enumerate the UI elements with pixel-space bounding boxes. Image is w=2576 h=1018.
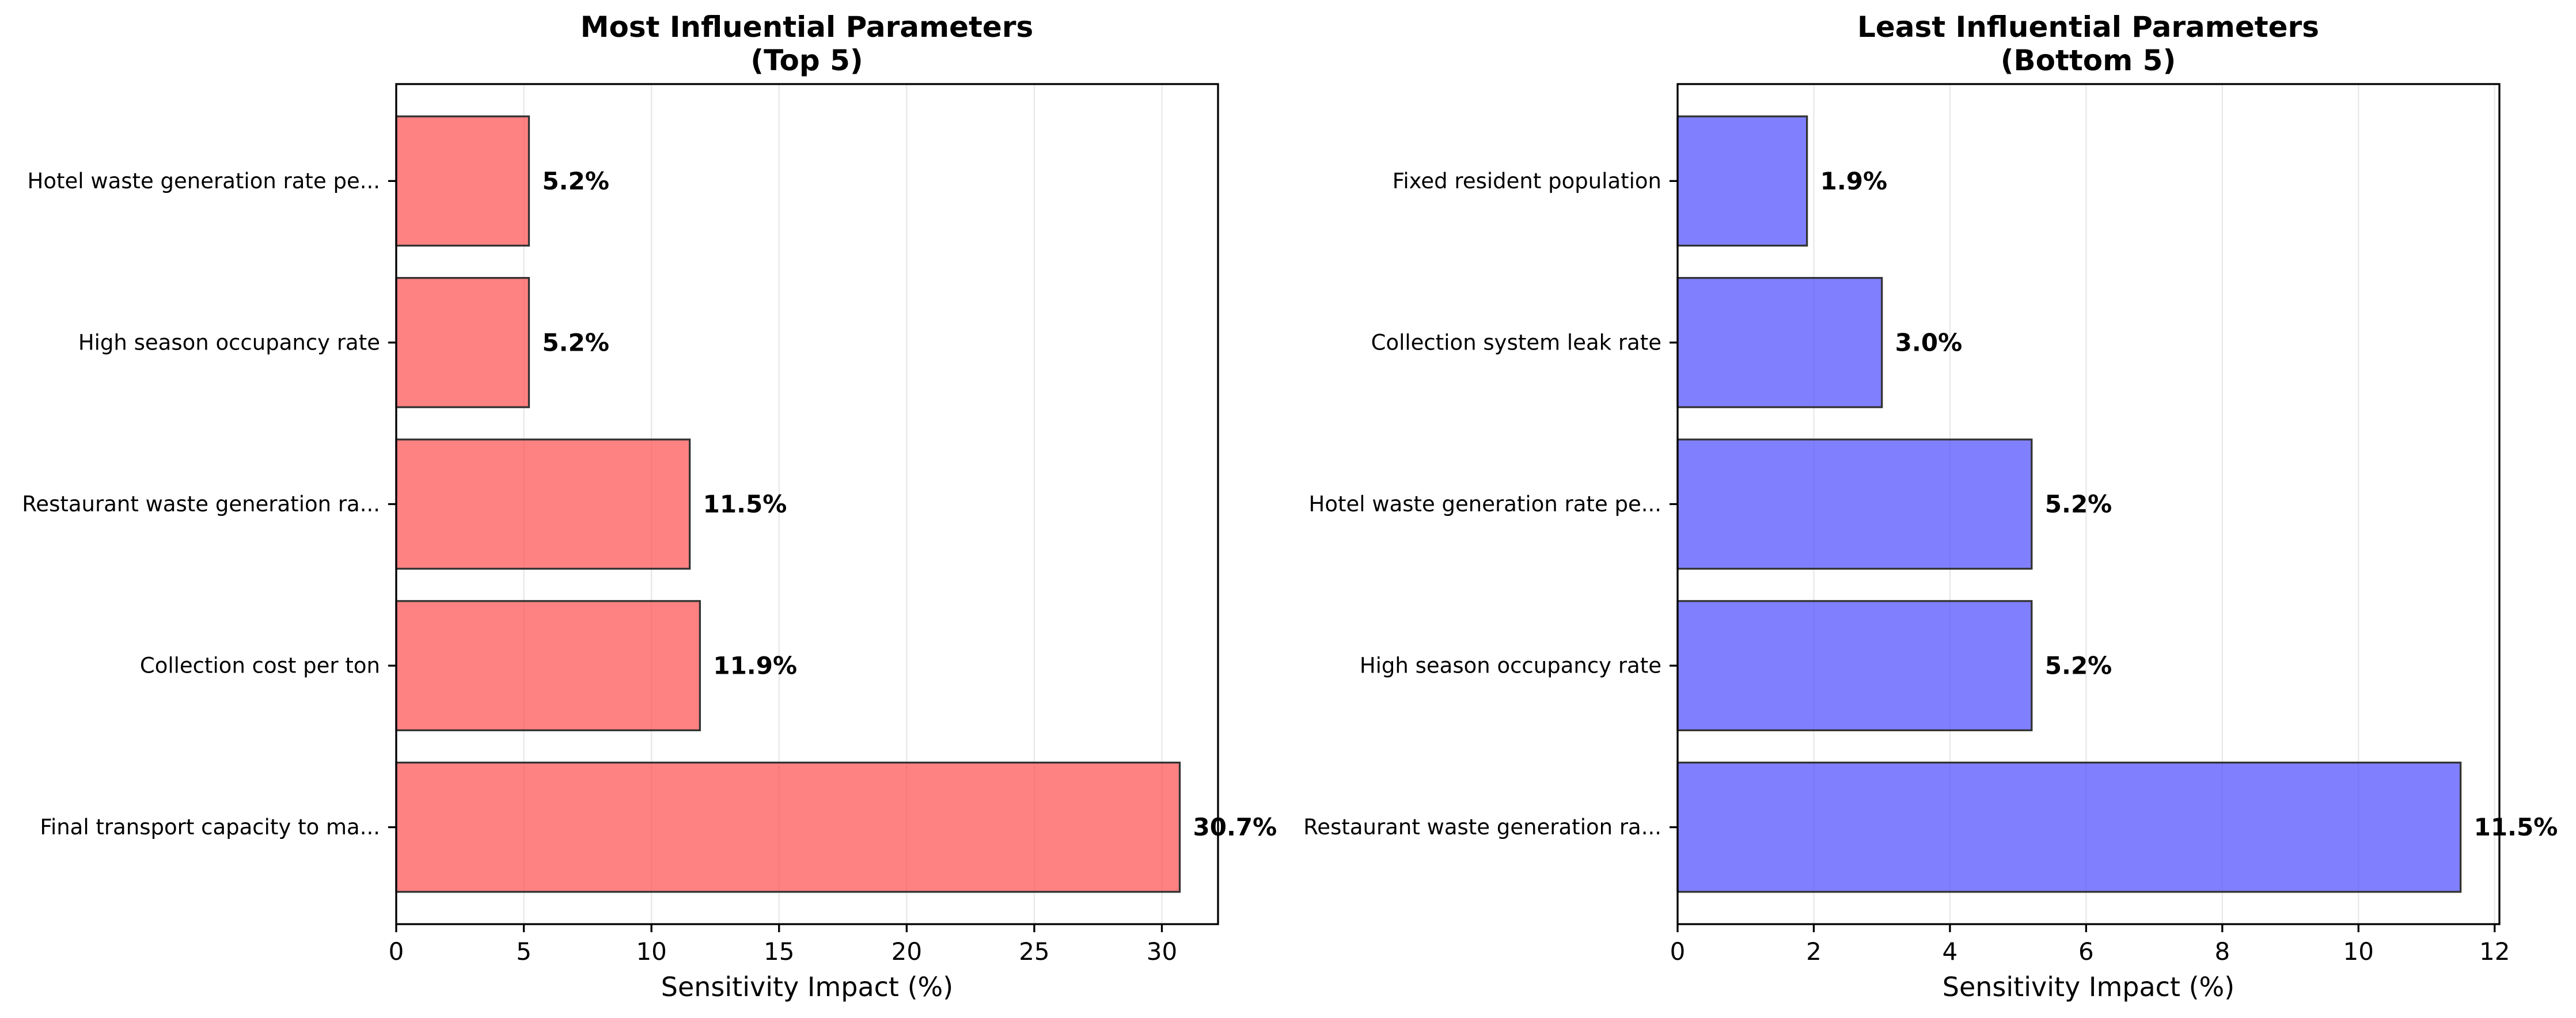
chart-title: Least Influential Parameters (Bottom 5)	[1857, 10, 2319, 77]
data-label: 11.5%	[2474, 813, 2558, 841]
x-tick-label: 10	[2343, 937, 2374, 966]
data-label: 5.2%	[542, 167, 609, 195]
data-label: 5.2%	[542, 328, 609, 356]
data-label: 5.2%	[2045, 652, 2112, 680]
y-tick-label: High season occupancy rate	[1360, 654, 1661, 678]
bar	[395, 115, 530, 247]
x-tick-label: 12	[2479, 937, 2510, 966]
bar	[395, 438, 691, 570]
x-tick-label: 5	[516, 937, 532, 966]
y-tick-label: Final transport capacity to ma...	[40, 815, 380, 840]
chart-most-influential: 30.7% 11.9% 11.5% 5.2% 5.2% 0 5 10 15 20 25 30 Final…	[22, 10, 1277, 1002]
data-label: 3.0%	[1895, 328, 1962, 356]
data-label: 11.9%	[713, 652, 797, 680]
chart-title: Most Influential Parameters (Top 5)	[581, 10, 1034, 77]
bar	[1676, 115, 1808, 247]
data-label: 11.5%	[703, 490, 787, 518]
x-tick-label: 4	[1943, 937, 1958, 966]
y-tick-label: Hotel waste generation rate pe...	[28, 169, 380, 193]
chart-least-influential: 11.5% 5.2% 5.2% 3.0% 1.9% 0 2 4 6 8 10 12 Restaurant…	[1303, 10, 2558, 1002]
bar	[395, 600, 701, 731]
y-tick-label: High season occupancy rate	[78, 330, 380, 355]
bar	[1676, 277, 1883, 408]
x-tick-label: 10	[636, 937, 666, 966]
y-tick-label: Fixed resident population	[1393, 169, 1661, 193]
y-tick-label: Collection system leak rate	[1371, 330, 1661, 355]
chart-title-line: (Top 5)	[750, 44, 863, 77]
x-tick-label: 20	[891, 937, 922, 966]
bar	[395, 277, 530, 408]
x-tick-label: 0	[389, 937, 404, 966]
x-tick-label: 2	[1806, 937, 1822, 966]
x-tick-label: 25	[1019, 937, 1049, 966]
x-tick-label: 15	[764, 937, 794, 966]
y-tick-label: Restaurant waste generation ra...	[22, 492, 380, 516]
x-tick-label: 30	[1147, 937, 1177, 966]
chart-title-line: Least Influential Parameters	[1857, 10, 2319, 44]
y-tick-label: Restaurant waste generation ra...	[1303, 815, 1661, 840]
x-axis-label: Sensitivity Impact (%)	[661, 971, 953, 1002]
x-tick-label: 8	[2214, 937, 2230, 966]
y-tick-label: Collection cost per ton	[140, 654, 380, 678]
x-tick-label: 0	[1670, 937, 1686, 966]
bar	[1676, 600, 2033, 731]
bar	[1676, 438, 2033, 570]
data-label: 5.2%	[2045, 490, 2112, 518]
data-label: 30.7%	[1193, 813, 1277, 841]
x-axis-label: Sensitivity Impact (%)	[1943, 971, 2234, 1002]
y-tick-label: Hotel waste generation rate pe...	[1309, 492, 1661, 516]
x-tick-label: 6	[2078, 937, 2094, 966]
chart-title-line: (Bottom 5)	[2001, 44, 2176, 77]
data-label: 1.9%	[1820, 167, 1887, 195]
chart-title-line: Most Influential Parameters	[581, 10, 1034, 44]
bar	[1676, 761, 2462, 893]
bar	[395, 761, 1181, 893]
